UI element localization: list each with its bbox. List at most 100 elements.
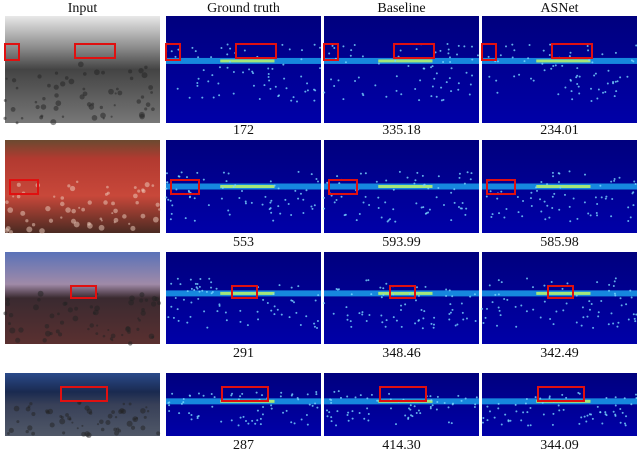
density-dot bbox=[300, 193, 302, 195]
density-dot bbox=[291, 287, 293, 289]
density-dot bbox=[317, 181, 319, 183]
density-dot bbox=[190, 279, 192, 281]
density-dot bbox=[281, 44, 283, 46]
density-dot bbox=[448, 48, 450, 50]
density-dot bbox=[439, 50, 441, 52]
density-dot bbox=[511, 44, 513, 46]
crowd-texture bbox=[157, 301, 161, 305]
crowd-texture bbox=[144, 416, 147, 419]
density-dot bbox=[300, 75, 302, 77]
density-dot bbox=[503, 217, 505, 219]
density-dot bbox=[540, 181, 542, 183]
density-dot bbox=[610, 215, 612, 217]
density-dot bbox=[513, 75, 515, 77]
column-header: Input bbox=[68, 1, 98, 16]
density-dot bbox=[352, 418, 354, 420]
density-dot bbox=[206, 327, 208, 329]
crowd-texture bbox=[65, 207, 71, 213]
density-core bbox=[536, 185, 590, 188]
density-dot bbox=[530, 192, 532, 194]
density-dot bbox=[245, 202, 247, 204]
density-dot bbox=[358, 312, 360, 314]
density-dot bbox=[628, 318, 630, 320]
density-dot bbox=[527, 424, 529, 426]
density-dot bbox=[360, 394, 362, 396]
density-dot bbox=[367, 419, 369, 421]
density-dot bbox=[219, 66, 221, 68]
crowd-texture bbox=[33, 304, 39, 310]
crowd-texture bbox=[73, 316, 79, 322]
density-dot bbox=[363, 418, 365, 420]
density-dot bbox=[361, 314, 363, 316]
crowd-texture bbox=[108, 89, 114, 95]
density-dot bbox=[415, 202, 417, 204]
density-dot bbox=[297, 397, 299, 399]
density-dot bbox=[566, 282, 568, 284]
density-dot bbox=[198, 393, 200, 395]
density-dot bbox=[633, 181, 635, 183]
density-dot bbox=[430, 407, 432, 409]
density-dot bbox=[311, 208, 313, 210]
density-dot bbox=[273, 313, 275, 315]
density-map bbox=[324, 373, 479, 436]
density-dot bbox=[461, 207, 463, 209]
density-dot bbox=[450, 192, 452, 194]
density-dot bbox=[243, 416, 245, 418]
density-dot bbox=[210, 287, 212, 289]
density-dot bbox=[582, 306, 584, 308]
density-dot bbox=[584, 201, 586, 203]
density-dot bbox=[529, 44, 531, 46]
density-dot bbox=[201, 290, 203, 292]
density-dot bbox=[284, 199, 286, 201]
crowd-texture bbox=[103, 200, 108, 205]
density-dot bbox=[269, 208, 271, 210]
density-dot bbox=[385, 96, 387, 98]
density-dot bbox=[395, 423, 397, 425]
crowd-texture bbox=[12, 195, 14, 197]
density-dot bbox=[346, 395, 348, 397]
density-dot bbox=[239, 310, 241, 312]
density-dot bbox=[203, 395, 205, 397]
crowd-texture bbox=[137, 190, 140, 193]
density-dot bbox=[338, 390, 340, 392]
density-dot bbox=[264, 196, 266, 198]
density-dot bbox=[526, 310, 528, 312]
density-dot bbox=[293, 96, 295, 98]
density-dot bbox=[342, 45, 344, 47]
crowd-texture bbox=[64, 302, 67, 305]
density-dot bbox=[211, 406, 213, 408]
density-dot bbox=[448, 313, 450, 315]
density-dot bbox=[555, 64, 557, 66]
density-dot bbox=[346, 319, 348, 321]
density-dot bbox=[416, 412, 418, 414]
density-dot bbox=[546, 205, 548, 207]
density-dot bbox=[336, 288, 338, 290]
density-dot bbox=[601, 53, 603, 55]
density-dot bbox=[171, 213, 173, 215]
density-dot bbox=[213, 96, 215, 98]
density-dot bbox=[401, 326, 403, 328]
density-dot bbox=[467, 171, 469, 173]
crowd-texture bbox=[148, 85, 153, 90]
density-dot bbox=[496, 325, 498, 327]
density-dot bbox=[452, 403, 454, 405]
density-dot bbox=[315, 299, 317, 301]
density-dot bbox=[566, 302, 568, 304]
density-dot bbox=[451, 422, 453, 424]
density-dot bbox=[471, 59, 473, 61]
density-dot bbox=[380, 314, 382, 316]
density-dot bbox=[449, 303, 451, 305]
crowd-texture bbox=[6, 298, 10, 302]
crowd-texture bbox=[55, 100, 61, 106]
crowd-texture bbox=[9, 313, 13, 317]
crowd-texture bbox=[114, 104, 116, 106]
density-dot bbox=[474, 406, 476, 408]
density-dot bbox=[362, 55, 364, 57]
crowd-texture bbox=[108, 414, 113, 419]
density-dot bbox=[328, 52, 330, 54]
density-dot bbox=[581, 325, 583, 327]
density-dot bbox=[587, 213, 589, 215]
density-dot bbox=[571, 98, 573, 100]
density-dot bbox=[551, 281, 553, 283]
density-dot bbox=[625, 415, 627, 417]
